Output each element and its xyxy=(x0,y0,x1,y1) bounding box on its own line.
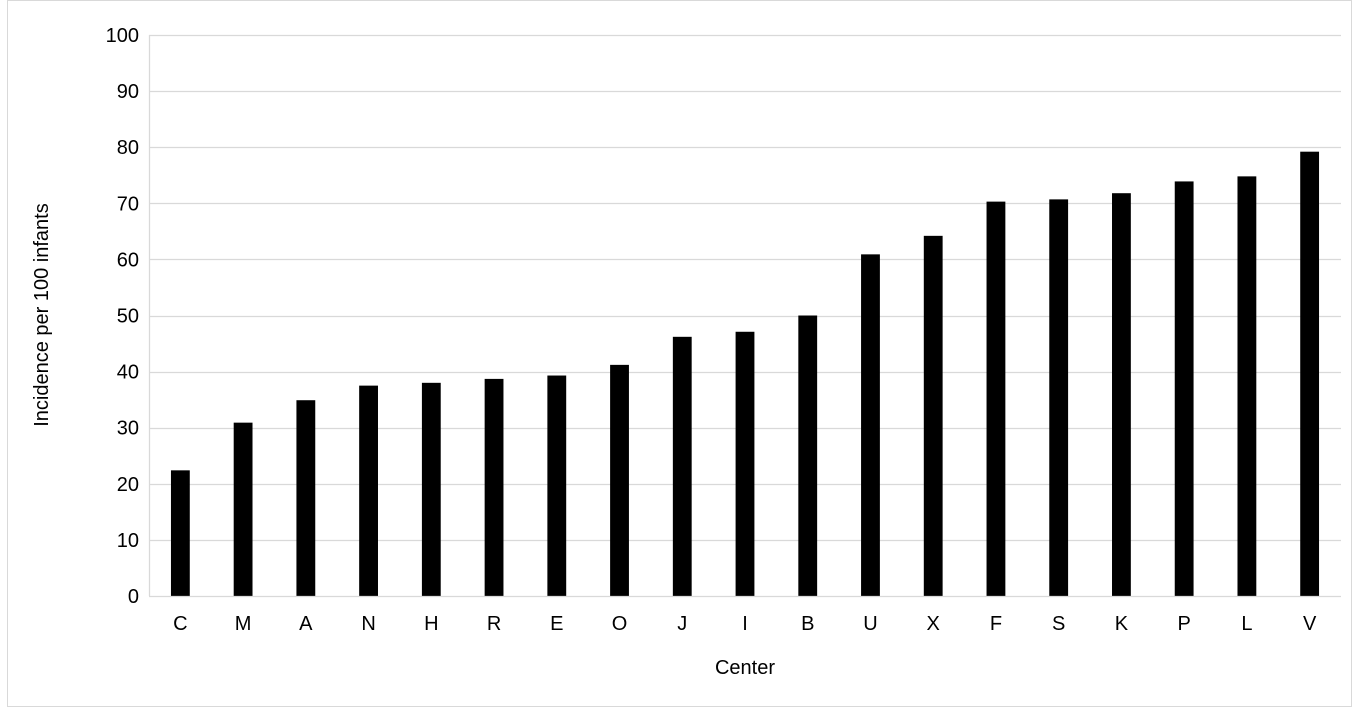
bar-O xyxy=(610,364,629,596)
y-tick-label: 100 xyxy=(106,25,139,47)
bar-H xyxy=(421,382,441,596)
bar-E xyxy=(547,375,567,596)
bar-B xyxy=(798,315,818,596)
x-tick-label: N xyxy=(361,613,375,635)
x-tick-label: V xyxy=(1303,613,1317,635)
x-tick-label: P xyxy=(1177,613,1190,635)
bar-R xyxy=(484,378,504,596)
bar-A xyxy=(296,400,316,596)
y-tick-label: 50 xyxy=(117,306,139,328)
y-tick-label: 60 xyxy=(117,249,139,271)
x-tick-label: H xyxy=(424,613,438,635)
y-axis-title: Incidence per 100 infants xyxy=(31,203,53,427)
x-tick-label: O xyxy=(612,613,628,635)
y-tick-label: 30 xyxy=(117,418,139,440)
bar-J xyxy=(672,336,692,596)
gridlines xyxy=(149,34,1341,542)
x-tick-label: J xyxy=(677,613,687,635)
y-tick-label: 20 xyxy=(117,474,139,496)
y-tick-label: 10 xyxy=(117,530,139,552)
x-axis-title: Center xyxy=(715,657,775,679)
bar-chart: 0 10 20 30 40 50 60 70 80 90 100 C M A N H R E O J I B U X F S K P… xyxy=(31,25,1341,679)
bar-C xyxy=(170,470,190,596)
x-tick-label: M xyxy=(235,613,252,635)
bar-L xyxy=(1237,176,1257,596)
bar-U xyxy=(861,254,880,596)
bar-S xyxy=(1049,199,1069,597)
x-tick-label: L xyxy=(1241,613,1252,635)
axes xyxy=(148,35,1341,598)
bar-I xyxy=(735,331,755,596)
x-tick-label: R xyxy=(487,613,501,635)
x-tick-label: I xyxy=(742,613,748,635)
x-tick-label: B xyxy=(801,613,814,635)
y-tick-label: 80 xyxy=(117,137,139,159)
x-tick-label: A xyxy=(299,613,313,635)
bar-F xyxy=(986,201,1006,596)
bar-N xyxy=(359,385,378,596)
x-tick-label: U xyxy=(863,613,877,635)
bar-V xyxy=(1300,151,1320,597)
bars xyxy=(170,151,1320,597)
x-tick-label: K xyxy=(1115,613,1129,635)
y-tick-label: 70 xyxy=(117,193,139,215)
x-tick-label: C xyxy=(173,613,187,635)
y-tick-label: 0 xyxy=(128,586,139,608)
y-tick-labels: 0 10 20 30 40 50 60 70 80 90 100 xyxy=(106,25,139,608)
x-tick-label: F xyxy=(990,613,1002,635)
x-tick-label: X xyxy=(927,613,940,635)
y-tick-label: 90 xyxy=(117,81,139,103)
x-tick-label: S xyxy=(1052,613,1065,635)
bar-X xyxy=(923,235,943,596)
bar-K xyxy=(1112,193,1131,596)
chart-frame: 0 10 20 30 40 50 60 70 80 90 100 C M A N H R E O J I B U X F S K P… xyxy=(7,0,1352,707)
bar-P xyxy=(1174,181,1194,596)
bar-M xyxy=(233,422,253,596)
y-tick-label: 40 xyxy=(117,362,139,384)
x-tick-label: E xyxy=(550,613,563,635)
